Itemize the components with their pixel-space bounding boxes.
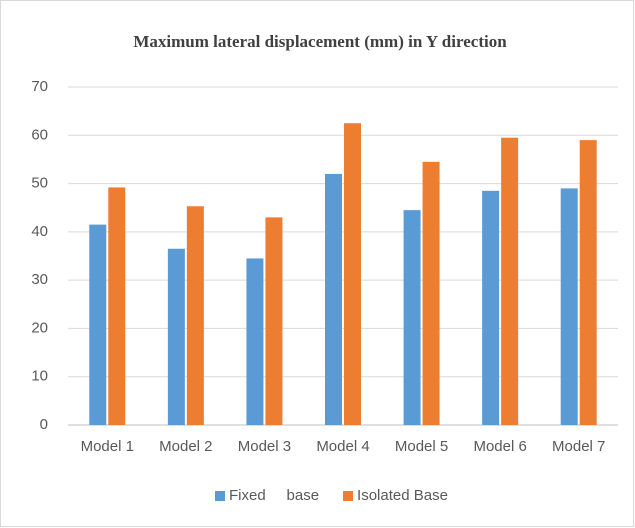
bar [325, 173, 342, 425]
x-tick-label: Model 6 [473, 438, 526, 455]
chart-title: Maximum lateral displacement (mm) in Y d… [133, 32, 507, 51]
y-tick-label: 0 [40, 416, 48, 433]
bar [560, 188, 578, 425]
bar [246, 258, 264, 425]
bar [186, 206, 204, 425]
y-tick-label: 20 [31, 319, 48, 336]
x-tick-label: Model 3 [238, 438, 291, 455]
bar [265, 217, 283, 425]
bar [89, 224, 107, 425]
bar [167, 248, 185, 425]
bar [501, 137, 519, 425]
x-tick-label: Model 5 [395, 438, 448, 455]
y-tick-label: 40 [31, 223, 48, 240]
y-tick-label: 50 [31, 175, 48, 192]
y-tick-label: 30 [31, 271, 48, 288]
bar [482, 190, 500, 425]
legend-label: Isolated Base [357, 487, 448, 504]
bar [422, 161, 440, 426]
legend-swatch [215, 491, 225, 501]
x-tick-label: Model 7 [552, 438, 605, 455]
bar [579, 140, 597, 425]
legend-swatch [343, 491, 354, 501]
x-tick-label: Model 4 [316, 438, 369, 455]
y-tick-label: 70 [31, 78, 48, 95]
y-tick-label: 60 [31, 126, 48, 143]
bar [403, 210, 421, 425]
bar [344, 123, 361, 425]
legend-label: Fixed base [229, 487, 319, 504]
bar [108, 187, 126, 425]
y-tick-label: 10 [31, 368, 48, 385]
x-tick-label: Model 1 [81, 438, 134, 455]
x-tick-label: Model 2 [159, 438, 212, 455]
